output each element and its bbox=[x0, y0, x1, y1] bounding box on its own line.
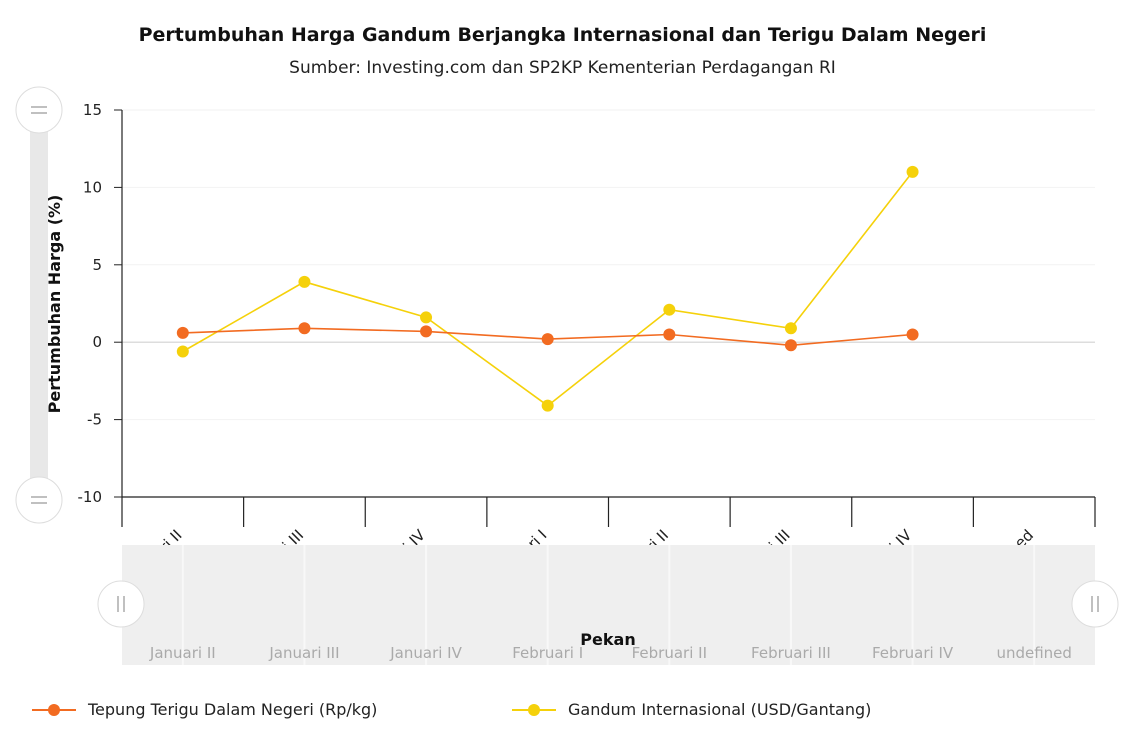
data-point-series-0[interactable] bbox=[541, 333, 554, 346]
y-scroll-handle-bottom[interactable] bbox=[15, 476, 63, 524]
navigator-label: Januari IV bbox=[389, 644, 462, 662]
series-layer bbox=[176, 165, 919, 412]
y-tick-label: -10 bbox=[78, 488, 103, 506]
data-point-series-1[interactable] bbox=[298, 275, 311, 288]
navigator-band bbox=[122, 545, 1095, 665]
series-line-1 bbox=[182, 171, 914, 407]
y-tick-label: 15 bbox=[83, 101, 102, 119]
legend-label-terigu: Tepung Terigu Dalam Negeri (Rp/kg) bbox=[88, 700, 378, 719]
navigator-label: Februari I bbox=[512, 644, 583, 662]
navigator-label: Februari III bbox=[751, 644, 831, 662]
legend-marker-terigu bbox=[32, 703, 76, 716]
navigator-label: undefined bbox=[996, 644, 1071, 662]
data-point-series-0[interactable] bbox=[663, 328, 676, 341]
range-navigator: Januari II Januari III Januari IV Februari … bbox=[97, 545, 1119, 665]
x-scroll-handle-right[interactable] bbox=[1071, 580, 1119, 628]
data-point-series-1[interactable] bbox=[176, 345, 189, 358]
data-point-series-1[interactable] bbox=[541, 399, 554, 412]
data-point-series-0[interactable] bbox=[176, 326, 189, 339]
navigator-label: Januari II bbox=[149, 644, 216, 662]
chart-subtitle: Sumber: Investing.com dan SP2KP Kementer… bbox=[289, 58, 836, 78]
data-point-series-1[interactable] bbox=[663, 303, 676, 316]
navigator-label: Januari III bbox=[268, 644, 339, 662]
data-point-series-0[interactable] bbox=[906, 328, 919, 341]
navigator-label: Februari II bbox=[632, 644, 707, 662]
data-point-series-0[interactable] bbox=[420, 325, 433, 338]
y-axis-title: Pertumbuhan Harga (%) bbox=[45, 195, 64, 414]
y-scrollbar-track bbox=[30, 110, 48, 500]
legend-marker-gandum bbox=[512, 703, 556, 716]
grid-lines bbox=[122, 109, 1095, 421]
y-tick-label: 10 bbox=[83, 178, 102, 196]
data-point-series-0[interactable] bbox=[784, 339, 797, 352]
data-point-series-1[interactable] bbox=[784, 322, 797, 335]
navigator-label: Februari IV bbox=[872, 644, 954, 662]
y-tick-label: 5 bbox=[92, 256, 102, 274]
x-scroll-handle-left[interactable] bbox=[97, 580, 145, 628]
chart-title: Pertumbuhan Harga Gandum Berjangka Inter… bbox=[138, 24, 987, 46]
legend-label-gandum: Gandum Internasional (USD/Gantang) bbox=[568, 700, 872, 719]
y-scroll-handle-top[interactable] bbox=[15, 86, 63, 134]
data-point-series-0[interactable] bbox=[298, 322, 311, 335]
y-tick-label: -5 bbox=[87, 411, 102, 429]
data-point-series-1[interactable] bbox=[420, 311, 433, 324]
data-point-series-1[interactable] bbox=[906, 165, 919, 178]
y-tick-label: 0 bbox=[92, 333, 102, 351]
legend-item-gandum[interactable]: Gandum Internasional (USD/Gantang) bbox=[510, 700, 871, 719]
legend-item-terigu[interactable]: Tepung Terigu Dalam Negeri (Rp/kg) bbox=[30, 700, 377, 719]
x-axis-title: Pekan bbox=[580, 630, 635, 649]
